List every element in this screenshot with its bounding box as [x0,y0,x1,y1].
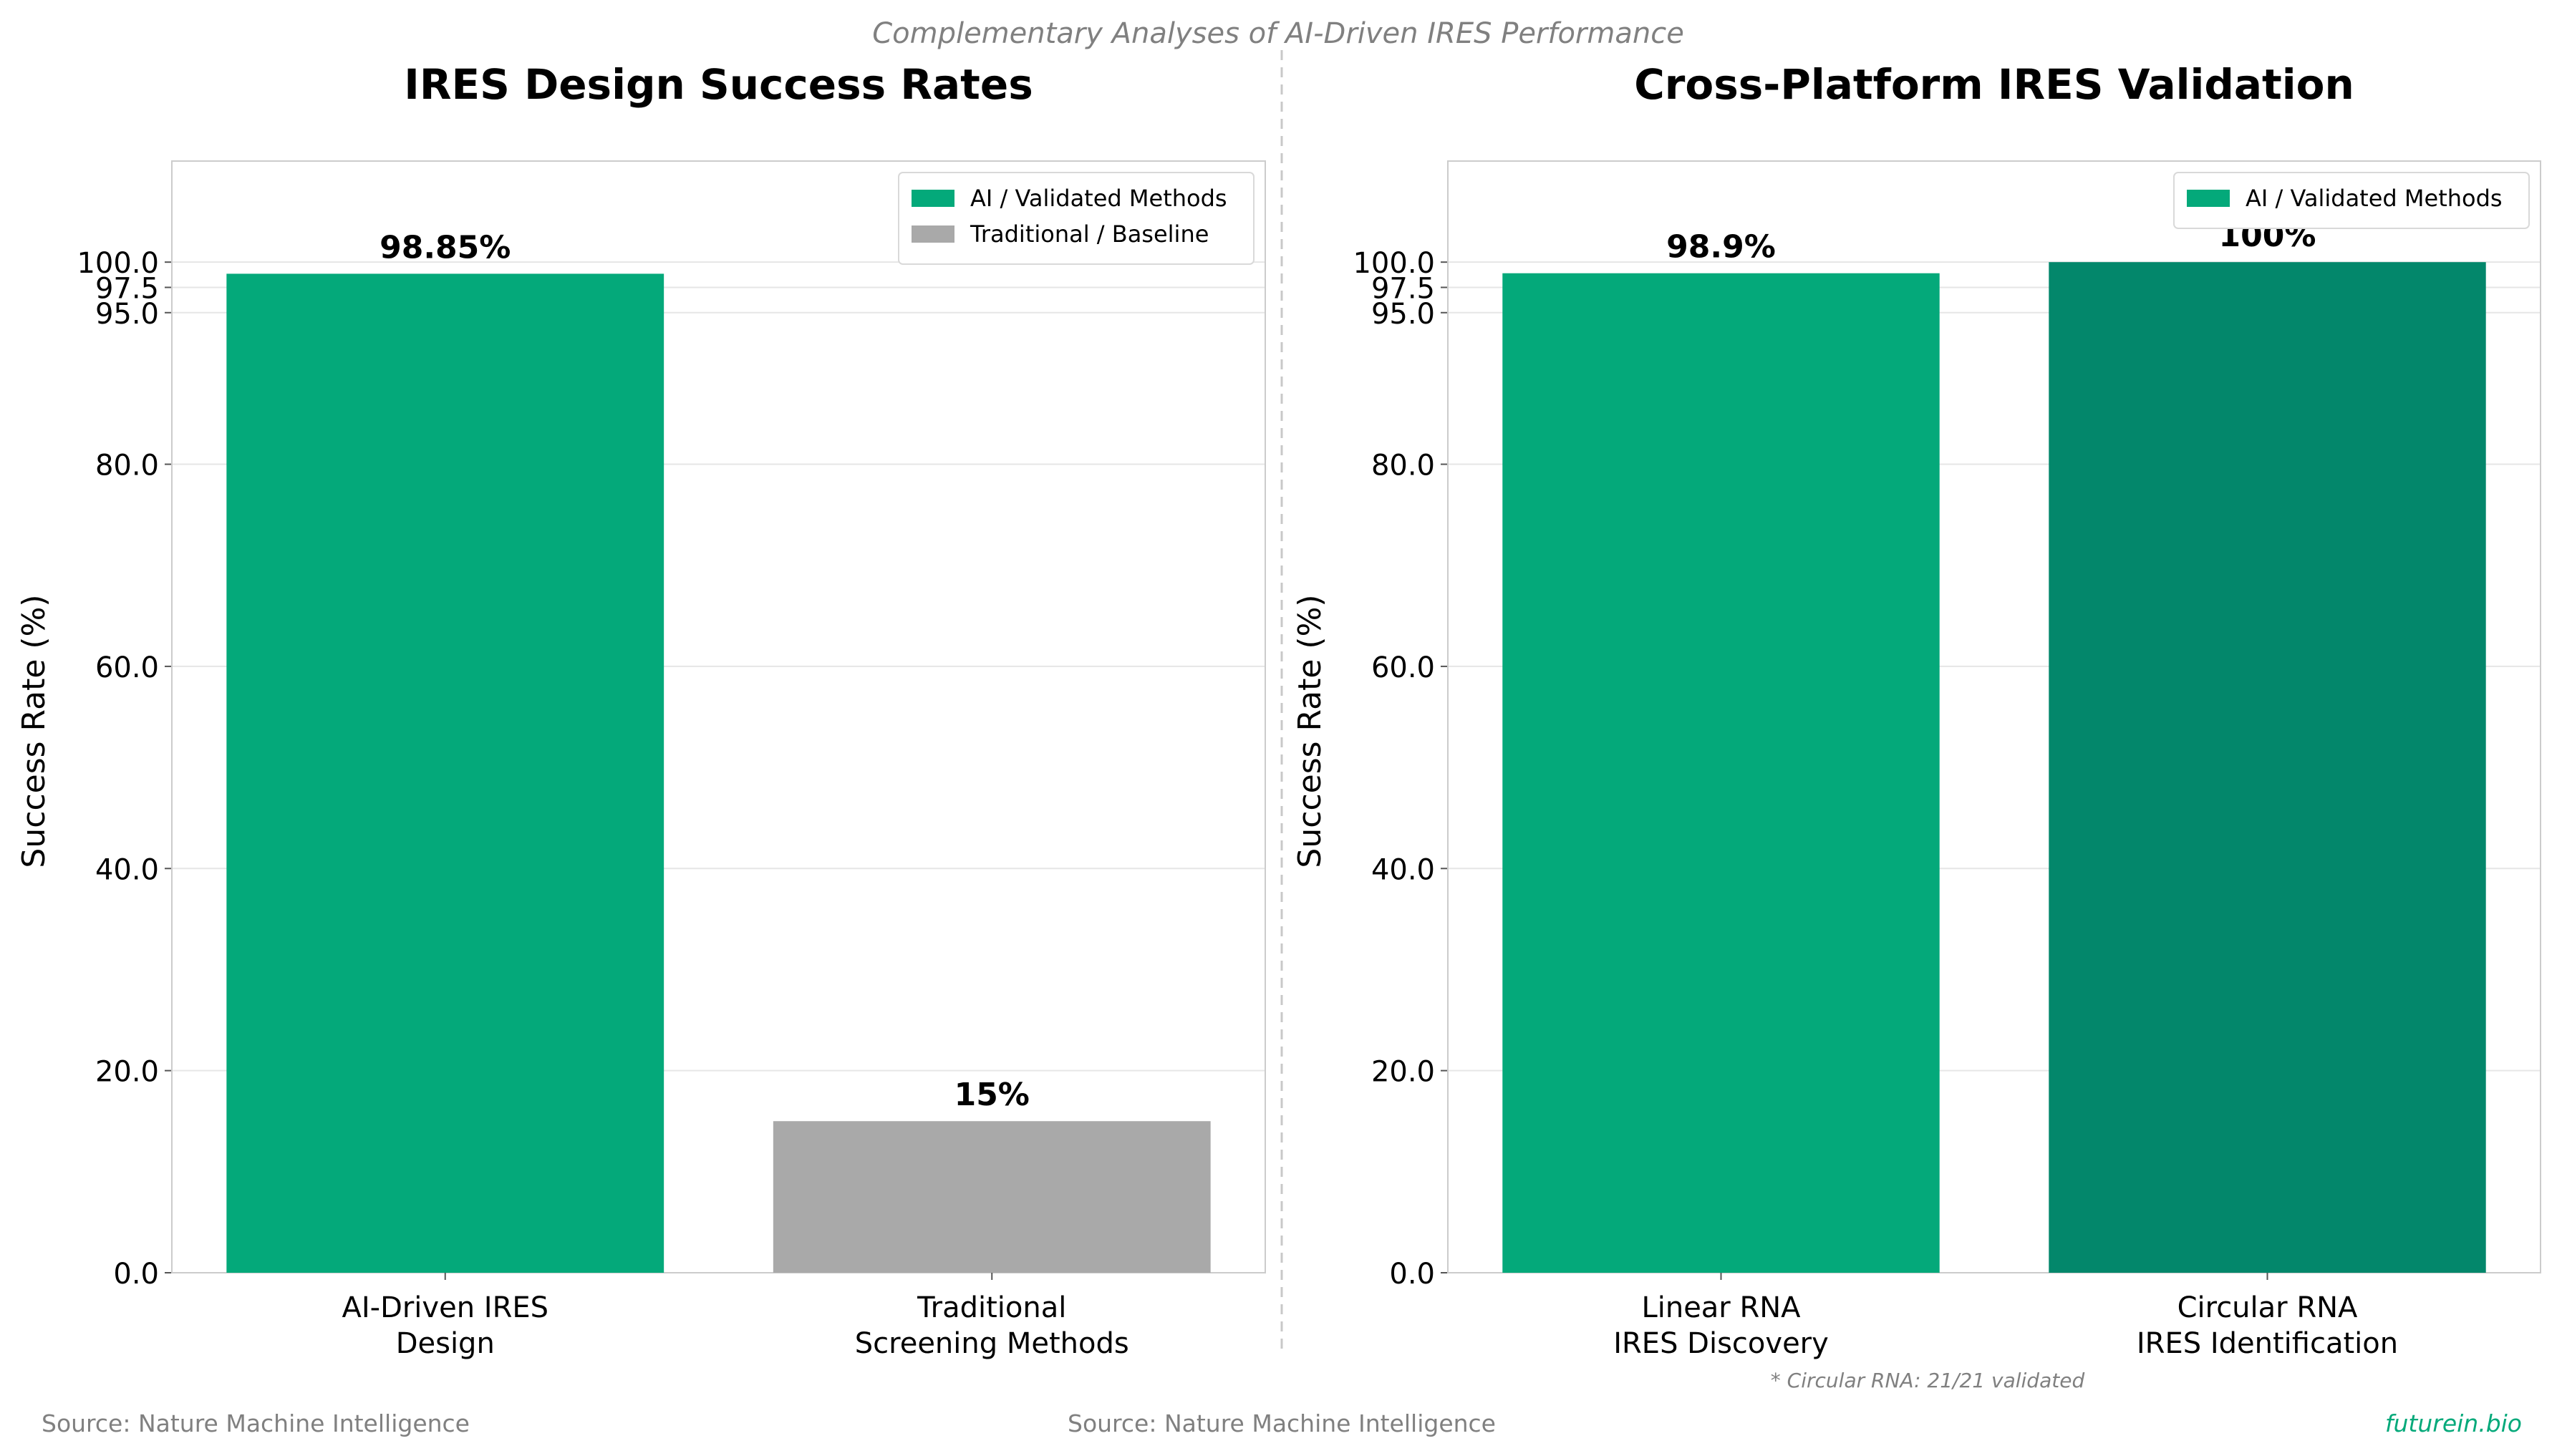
y-tick-label: 80.0 [95,450,159,482]
bar-value-label: 15% [954,1077,1030,1113]
legend-label: AI / Validated Methods [2246,185,2503,212]
bar [1502,273,1940,1273]
y-tick-label: 40.0 [1371,853,1435,886]
x-tick-label: Design [396,1327,495,1360]
legend-box [2173,172,2530,229]
x-tick-label: Linear RNA [1641,1291,1801,1324]
x-tick-label: AI-Driven IRES [342,1291,548,1324]
bar [2049,262,2486,1273]
y-tick-label: 97.5 [1371,272,1435,305]
bar [773,1121,1211,1273]
x-tick-label: IRES Identification [2137,1327,2398,1360]
brand-label: futurein.bio [2385,1409,2522,1437]
legend-swatch [912,225,954,243]
plot-frame [1447,160,2541,1273]
y-tick-label: 100.0 [77,247,159,280]
chart-title: IRES Design Success Rates [404,60,1033,109]
bar-value-label: 98.85% [380,229,511,266]
y-tick-label: 0.0 [113,1258,159,1291]
y-tick-label: 20.0 [95,1056,159,1089]
legend-swatch [2187,190,2230,207]
y-tick-label: 80.0 [1371,450,1435,482]
source-label-left: Source: Nature Machine Intelligence [42,1409,470,1437]
y-tick-label: 20.0 [1371,1056,1435,1089]
footnote-circular-rna: * Circular RNA: 21/21 validated [1771,1369,2085,1392]
plot-frame [171,160,1266,1273]
legend-label: AI / Validated Methods [970,185,1227,212]
x-tick-label: Circular RNA [2177,1291,2358,1324]
bar-value-label: 98.9% [1666,229,1776,266]
y-tick-label: 60.0 [1371,651,1435,684]
y-tick-label: 100.0 [1353,247,1435,280]
legend-box [898,172,1255,265]
x-tick-label: Screening Methods [855,1327,1129,1360]
y-axis-label: Success Rate (%) [1292,594,1328,868]
chart-panel-cross-platform: Cross-Platform IRES Validation 0.0 20.0 40.… [1292,60,2541,1360]
y-tick-label: 0.0 [1389,1258,1435,1291]
y-tick-label: 95.0 [1371,298,1435,331]
y-axis-label: Success Rate (%) [16,594,52,868]
y-tick-label: 97.5 [95,272,159,305]
y-tick-label: 60.0 [95,651,159,684]
y-tick-label: 95.0 [95,298,159,331]
x-tick-label: Traditional [917,1291,1066,1324]
figure-suptitle: Complementary Analyses of AI-Driven IRES… [872,17,1684,50]
chart-panel-design-success: IRES Design Success Rates 0.0 20.0 40.0 60.0… [16,60,1266,1360]
legend-swatch [912,190,954,207]
chart-title: Cross-Platform IRES Validation [1634,60,2354,109]
bar [226,273,664,1273]
x-tick-label: IRES Discovery [1613,1327,1829,1360]
y-tick-label: 40.0 [95,853,159,886]
source-label-center: Source: Nature Machine Intelligence [1068,1409,1496,1437]
legend-label: Traditional / Baseline [970,220,1209,248]
